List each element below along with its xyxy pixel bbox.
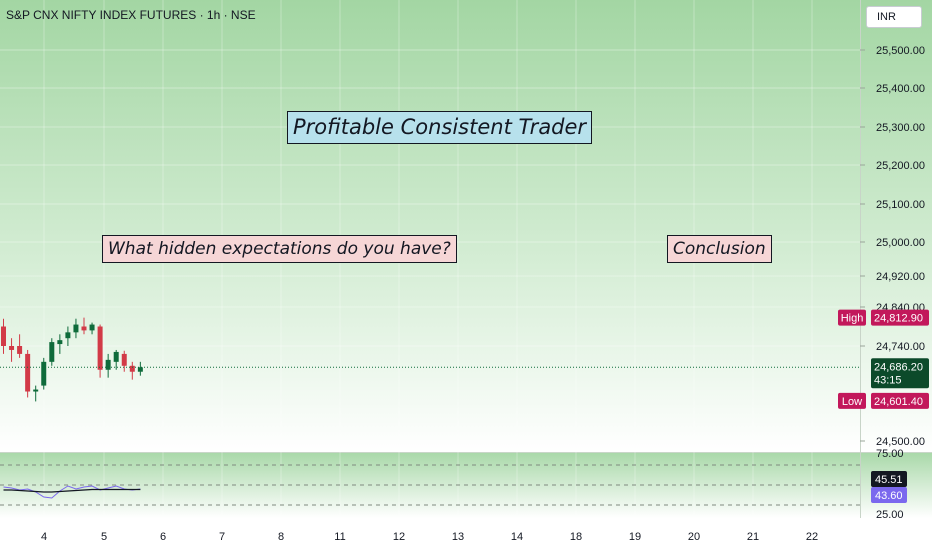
price-tick-label: 25,500.00 <box>876 45 925 57</box>
candle-body <box>105 359 111 370</box>
low-price-tag-bg <box>871 392 929 409</box>
time-tick-label: 7 <box>219 531 225 543</box>
symbol-title[interactable]: S&P CNX NIFTY INDEX FUTURES · 1h · NSE <box>6 8 256 22</box>
candle-body <box>97 326 103 370</box>
candle <box>137 361 143 376</box>
candle <box>9 338 15 362</box>
price-tick-label: 25,200.00 <box>876 160 925 172</box>
price-axis: 25,500.00 25,400.00 25,300.00 25,200.00 25,1… <box>860 45 925 448</box>
candle-body <box>25 353 31 392</box>
candle <box>65 326 71 346</box>
time-tick-label: 13 <box>452 531 464 543</box>
low-price-tag-text: 24,601.40 <box>874 396 923 408</box>
candle-body <box>65 332 71 339</box>
rsi-ma-value-bg <box>871 471 907 487</box>
candle <box>113 349 119 370</box>
main-pane-background <box>0 0 932 452</box>
candles <box>0 317 860 402</box>
candle <box>17 334 23 358</box>
candle-body <box>41 361 47 386</box>
time-axis-background <box>0 518 932 550</box>
high-label-bg <box>838 309 866 326</box>
rsi-tick-label: 25.00 <box>876 509 904 521</box>
time-tick-label: 22 <box>806 531 818 543</box>
candle-body <box>129 365 135 372</box>
low-price-tag: 24,601.40 <box>871 392 929 409</box>
candle <box>89 322 95 335</box>
price-tick-label: 25,000.00 <box>876 237 925 249</box>
candle <box>25 349 31 398</box>
rsi-value-bg <box>871 487 907 503</box>
price-tick-label: 24,920.00 <box>876 271 925 283</box>
rsi-ma-line <box>3 488 141 493</box>
time-tick-label: 5 <box>101 531 107 543</box>
time-tick-label: 14 <box>511 531 523 543</box>
time-tick-label: 12 <box>393 531 405 543</box>
rsi-indicator: 75.00 25.00 <box>0 448 904 521</box>
candle <box>105 353 111 378</box>
time-axis: 4 5 6 7 8 11 12 13 14 18 19 20 21 22 <box>41 531 818 543</box>
high-label-text: High <box>841 313 864 325</box>
rsi-value-tag: 43.60 <box>871 487 907 503</box>
time-tick-label: 11 <box>334 531 345 543</box>
currency-button[interactable]: INR <box>866 6 922 28</box>
annotation-conclusion[interactable]: Conclusion <box>667 235 772 263</box>
rsi-ma-value-tag: 45.51 <box>871 471 907 487</box>
candle <box>121 350 127 372</box>
candle-body <box>49 342 55 362</box>
price-tick-label: 25,300.00 <box>876 122 925 134</box>
annotation-main[interactable]: Profitable Consistent Trader <box>287 111 593 144</box>
candle-body <box>17 346 23 354</box>
candle-body <box>73 324 79 333</box>
candle-body <box>1 326 6 346</box>
rsi-line <box>3 485 141 499</box>
candle-body <box>9 346 15 350</box>
candle <box>41 357 47 390</box>
time-tick-label: 8 <box>278 531 284 543</box>
candle <box>33 385 39 402</box>
time-tick-label: 18 <box>570 531 582 543</box>
bar-countdown: 43:15 <box>874 374 902 386</box>
price-tick-label: 25,100.00 <box>876 199 925 211</box>
candle-body <box>137 367 143 372</box>
high-price-tag: 24,812.90 <box>871 309 929 326</box>
candle-body <box>121 353 127 366</box>
low-label-bg <box>838 392 866 409</box>
candle-body <box>81 326 87 331</box>
annotation-question[interactable]: What hidden expectations do you have? <box>102 235 457 263</box>
candle <box>81 317 87 335</box>
rsi-tick-label: 75.00 <box>876 448 904 460</box>
time-tick-label: 21 <box>747 531 759 543</box>
candle-body <box>57 340 63 345</box>
high-price-tag-bg <box>871 309 929 326</box>
last-price-value: 24,686.20 <box>874 361 923 373</box>
rsi-value-text: 43.60 <box>875 490 903 502</box>
time-tick-label: 19 <box>629 531 641 543</box>
time-tick-label: 4 <box>41 531 47 543</box>
candle-body <box>89 324 95 331</box>
candle <box>1 318 6 354</box>
rsi-ma-value-text: 45.51 <box>875 474 903 486</box>
candle <box>73 318 79 339</box>
candle <box>57 334 63 354</box>
price-tick-label: 24,500.00 <box>876 436 925 448</box>
time-tick-label: 20 <box>688 531 700 543</box>
candle <box>97 324 103 378</box>
candle <box>129 361 135 380</box>
high-price-tag-text: 24,812.90 <box>874 313 923 325</box>
low-label-text: Low <box>842 396 862 408</box>
time-tick-label: 6 <box>160 531 166 543</box>
price-tick-label: 25,400.00 <box>876 83 925 95</box>
high-label: High <box>838 309 866 326</box>
price-tick-label: 24,740.00 <box>876 341 925 353</box>
candle <box>49 338 55 366</box>
low-label: Low <box>838 392 866 409</box>
candle-body <box>33 389 39 392</box>
candle-body <box>113 351 119 362</box>
last-price-tag-bg <box>871 358 929 389</box>
